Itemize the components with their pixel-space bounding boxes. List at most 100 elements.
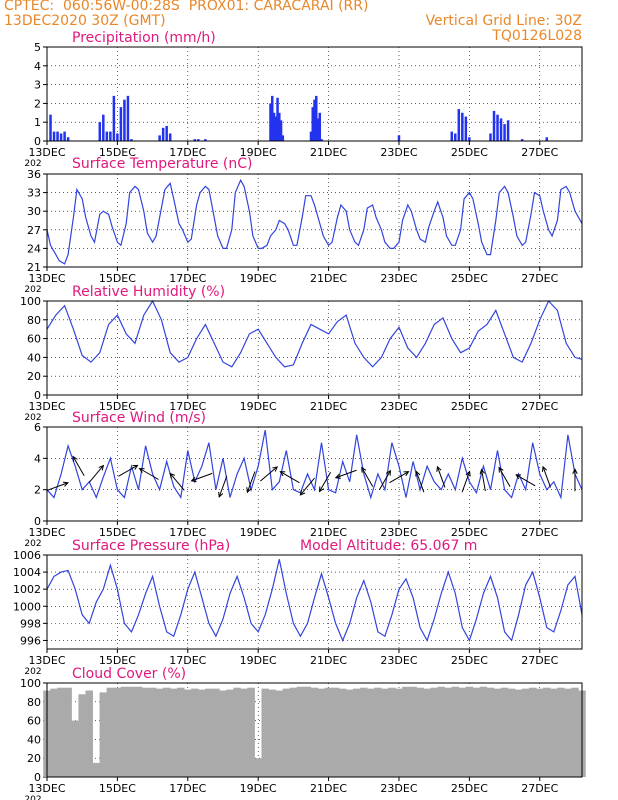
panel6-bar (162, 687, 171, 777)
panel1-bar (158, 135, 161, 141)
panel6-bar (472, 687, 481, 777)
wind-arrow-head (190, 476, 197, 483)
panel6-bar (289, 687, 298, 777)
panel1-bar (165, 125, 168, 141)
panel1-bar (279, 120, 283, 141)
panel6-xtick-label: 27DEC (521, 782, 558, 795)
panel4-xtick-label: 23DEC (380, 526, 417, 539)
panel3-ytick-label: 0 (34, 389, 41, 402)
panel6-bar (550, 688, 558, 777)
panel5-series-line (46, 559, 583, 643)
panel6-bar (78, 694, 86, 777)
panel1-bar (272, 112, 276, 141)
panel1-bar (320, 139, 323, 141)
panel6-bar (331, 687, 340, 777)
panel1-bar (496, 114, 499, 141)
panel1-frame (46, 46, 583, 142)
panel5-title: Surface Pressure (hPa) (72, 538, 230, 554)
wind-arrow-shaft (335, 469, 357, 479)
panel3-xtick-label: 23DEC (380, 400, 417, 413)
wind-arrow-shaft (218, 476, 228, 498)
panel4-xtick-label: 17DEC (169, 526, 206, 539)
panel5-ytick-label: 1002 (13, 583, 41, 596)
panel1-bar (276, 97, 279, 141)
panel2-ytick-label: 30 (27, 205, 41, 218)
panel4-title: Surface Wind (m/s) (72, 410, 206, 426)
panel3-xtick-label: 17DEC (169, 400, 206, 413)
panel3-xtick-label: 19DEC (240, 400, 277, 413)
panel6-bar (155, 688, 164, 777)
wind-arrow-shaft (280, 471, 300, 484)
panel1-bar (506, 120, 510, 141)
wind-arrow-head (479, 468, 485, 475)
wind-arrow-head (98, 464, 105, 471)
panel6-title: Cloud Cover (%) (72, 666, 186, 682)
panel6-bar (430, 687, 438, 777)
header-model-code: TQ0126L028 (492, 28, 582, 44)
panel6-bar (50, 688, 58, 777)
panel2-series-line (46, 178, 583, 265)
panel1-xtick-label: 27DEC (521, 146, 558, 159)
panel6-bar (212, 688, 220, 777)
wind-arrow-shaft (47, 482, 69, 491)
panel3-ytick-label: 100 (20, 295, 41, 308)
panel6-ytick-label: 60 (27, 715, 41, 728)
wind-arrow-head (299, 489, 306, 496)
wind-arrow-head (361, 466, 367, 473)
wind-arrow-head (132, 464, 139, 470)
panel6-bar (345, 689, 354, 777)
panel4-xtick-label: 15DEC (99, 526, 136, 539)
panel4-xtick-label: 13DEC (28, 526, 65, 539)
panel1-bar (193, 139, 197, 141)
panel1-xtick-label: 15DEC (99, 146, 136, 159)
panel6-bar (254, 758, 262, 777)
panel1-bar (123, 99, 126, 141)
panel2-xtick-label: 23DEC (380, 272, 417, 285)
wind-arrow-shaft (461, 471, 471, 493)
header-line1: CPTEC: 060:56W-00:28S PROX01: CARACARAI … (4, 0, 369, 14)
panel6-ytick-label: 100 (20, 677, 41, 690)
panel3-xtick-label: 13DEC (28, 400, 65, 413)
panel6-bar (486, 687, 495, 777)
panel1-bar (204, 139, 207, 141)
wind-arrow-shaft (88, 465, 104, 483)
panel6-bar (395, 688, 403, 777)
panel6-ytick-label: 20 (27, 752, 41, 765)
wind-arrow-shaft (481, 469, 486, 492)
wind-arrow-shaft (319, 472, 331, 492)
wind-arrow-head (498, 466, 504, 473)
panel6-bar (198, 689, 206, 777)
panel6-bar (134, 686, 143, 777)
panel1-bar (281, 135, 285, 141)
panel2-xtick-label: 15DEC (99, 272, 136, 285)
panel6-bar (416, 687, 424, 777)
panel1-bar (309, 131, 313, 141)
panel6-bar (444, 687, 452, 777)
panel5-ytick-label: 996 (20, 634, 41, 647)
panel6-bar (500, 687, 509, 777)
panel6-bar (247, 687, 255, 777)
wind-arrow-head (403, 471, 410, 477)
panel3-title: Relative Humidity (%) (72, 284, 225, 300)
panel1-ytick-label: 3 (34, 79, 41, 92)
panel6-bar (71, 720, 79, 777)
panel1-bar (66, 137, 70, 141)
panel5-year-stub: 202 (24, 667, 41, 677)
panel1-bar (499, 118, 503, 141)
panel5-xtick-label: 13DEC (28, 654, 65, 667)
panel1-bar (520, 139, 524, 141)
panel2-ytick-label: 21 (27, 261, 41, 274)
panel6-bar (282, 688, 291, 777)
wind-arrow-head (415, 470, 421, 477)
header-init-date: 13DEC2020 30Z (GMT) (4, 13, 166, 29)
panel5-ytick-label: 1000 (13, 600, 41, 613)
wind-arrow-shaft (436, 466, 446, 488)
panel6-bar (268, 689, 277, 777)
wind-arrow-head (72, 455, 78, 462)
panel2-ytick-label: 27 (27, 224, 41, 237)
panel1-bar (318, 112, 322, 141)
panel6-bar (106, 687, 115, 777)
panel6-bar (374, 687, 382, 777)
panel6-xtick-label: 19DEC (240, 782, 277, 795)
panel1-ytick-label: 4 (34, 60, 41, 73)
